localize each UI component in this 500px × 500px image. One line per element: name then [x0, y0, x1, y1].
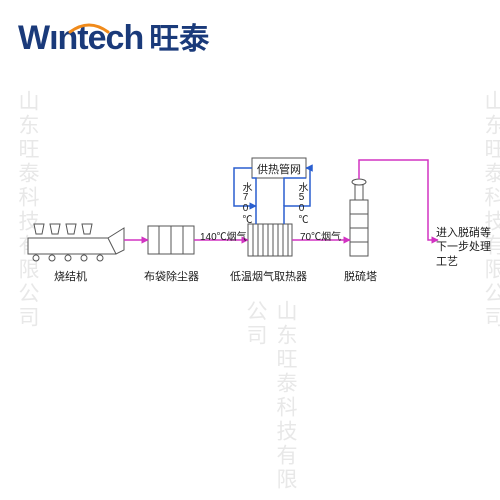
baghouse-label: 布袋除尘器: [144, 268, 199, 284]
baghouse-icon: [148, 226, 194, 254]
water-out-annot: 水50℃: [294, 182, 309, 224]
sinter-machine-icon: [28, 224, 124, 261]
gas-in-annot: 140℃烟气: [200, 228, 247, 243]
gas-out-annot: 70℃烟气: [300, 228, 341, 243]
recuperator-icon: [248, 224, 292, 256]
outlet-label: 进入脱硝等 下一步处理 工艺: [436, 226, 491, 269]
water-in-annot: 水70℃: [238, 182, 253, 224]
tower-label: 脱硫塔: [344, 268, 377, 284]
outlet-line2: 下一步处理: [436, 240, 491, 254]
heatnet-label: 供热管网: [256, 161, 302, 177]
recuperator-label: 低温烟气取热器: [230, 268, 307, 284]
outlet-line3: 工艺: [436, 255, 491, 269]
desulf-tower-icon: [350, 179, 368, 256]
process-flow-diagram: [0, 0, 500, 500]
sinter-label: 烧结机: [54, 268, 87, 284]
outlet-line1: 进入脱硝等: [436, 226, 491, 240]
